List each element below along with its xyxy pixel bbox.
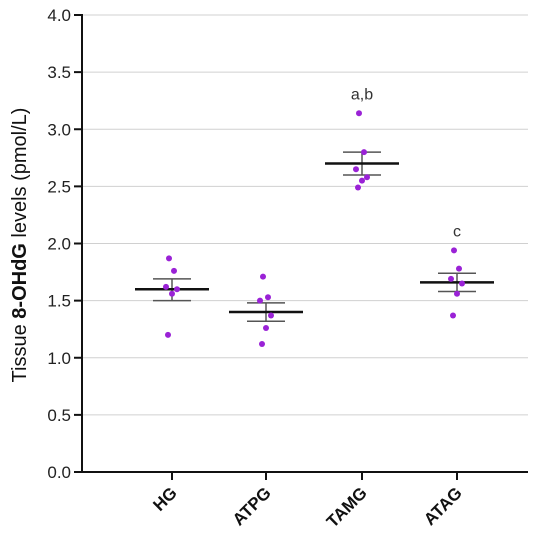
y-axis-label-part-2: 8-OHdG [9,243,31,319]
data-point [456,265,462,272]
y-tick-label: 3.5 [47,63,71,82]
data-point [356,110,362,117]
data-point [166,255,172,262]
y-tick-label: 1.0 [47,349,71,368]
x-tick-label: TAMG [323,483,371,531]
data-point [260,273,266,280]
y-tick-label: 0.5 [47,406,71,425]
data-point [165,331,171,338]
data-point [448,275,454,282]
x-tick-label: ATPG [229,483,275,529]
data-point [359,177,365,184]
x-tick-label: HG [149,483,180,514]
data-point [259,341,265,348]
data-point [454,290,460,297]
data-point [268,312,274,319]
data-point [353,166,359,173]
y-tick-label: 2.5 [47,177,71,196]
y-axis-label-part-3: levels (pmol/L) [9,108,31,244]
plot-area: a,b c [135,86,494,348]
data-point [451,247,457,254]
y-tick-label: 4.0 [47,6,71,25]
data-point [361,149,367,156]
data-point [257,297,263,304]
data-point [459,280,465,287]
gridlines [82,14,528,416]
data-point [174,286,180,293]
data-point [450,312,456,319]
significance-label: c [453,223,461,240]
data-point [355,184,361,191]
y-axis-label: Tissue 8-OHdG levels (pmol/L) [9,108,31,383]
x-axis: HG ATPG TAMG ATAG [81,471,528,531]
data-point [364,174,370,181]
data-point [263,325,269,332]
y-tick-label: 0.0 [47,463,71,482]
y-tick-label: 3.0 [47,120,71,139]
significance-label: a,b [351,86,373,103]
y-axis: 0.0 0.5 1.0 1.5 2.0 2.5 3.0 3.5 4.0 [47,6,83,482]
data-point [171,267,177,274]
data-point [163,283,169,290]
x-tick-label: ATAG [420,483,466,529]
data-point [169,290,175,297]
data-point [265,294,271,301]
y-tick-label: 1.5 [47,292,71,311]
y-tick-label: 2.0 [47,235,71,254]
y-axis-label-part-1: Tissue [9,319,31,383]
